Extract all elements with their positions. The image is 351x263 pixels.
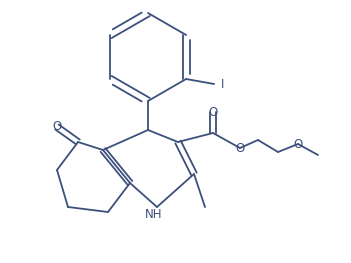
Text: O: O [236, 141, 245, 154]
Text: O: O [208, 105, 218, 119]
Text: O: O [293, 138, 303, 150]
Text: O: O [52, 120, 62, 134]
Text: NH: NH [145, 208, 163, 220]
Text: I: I [220, 78, 224, 90]
